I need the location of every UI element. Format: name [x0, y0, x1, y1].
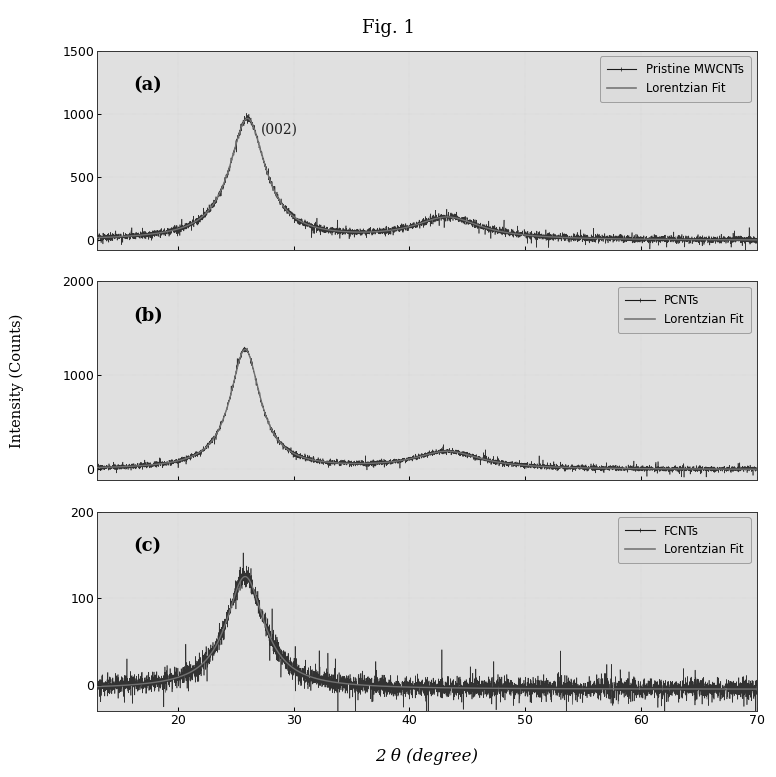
Text: (c): (c): [133, 538, 161, 556]
Text: 2 θ (degree): 2 θ (degree): [376, 747, 478, 765]
Legend: Pristine MWCNTs, Lorentzian Fit: Pristine MWCNTs, Lorentzian Fit: [600, 57, 750, 103]
Text: Intensity (Counts): Intensity (Counts): [10, 314, 24, 448]
Legend: FCNTs, Lorentzian Fit: FCNTs, Lorentzian Fit: [618, 517, 750, 563]
Legend: PCNTs, Lorentzian Fit: PCNTs, Lorentzian Fit: [618, 287, 750, 333]
Text: (002): (002): [262, 122, 298, 136]
Text: (a): (a): [133, 76, 162, 95]
Text: Fig. 1: Fig. 1: [362, 19, 414, 37]
Text: (b): (b): [133, 307, 163, 325]
